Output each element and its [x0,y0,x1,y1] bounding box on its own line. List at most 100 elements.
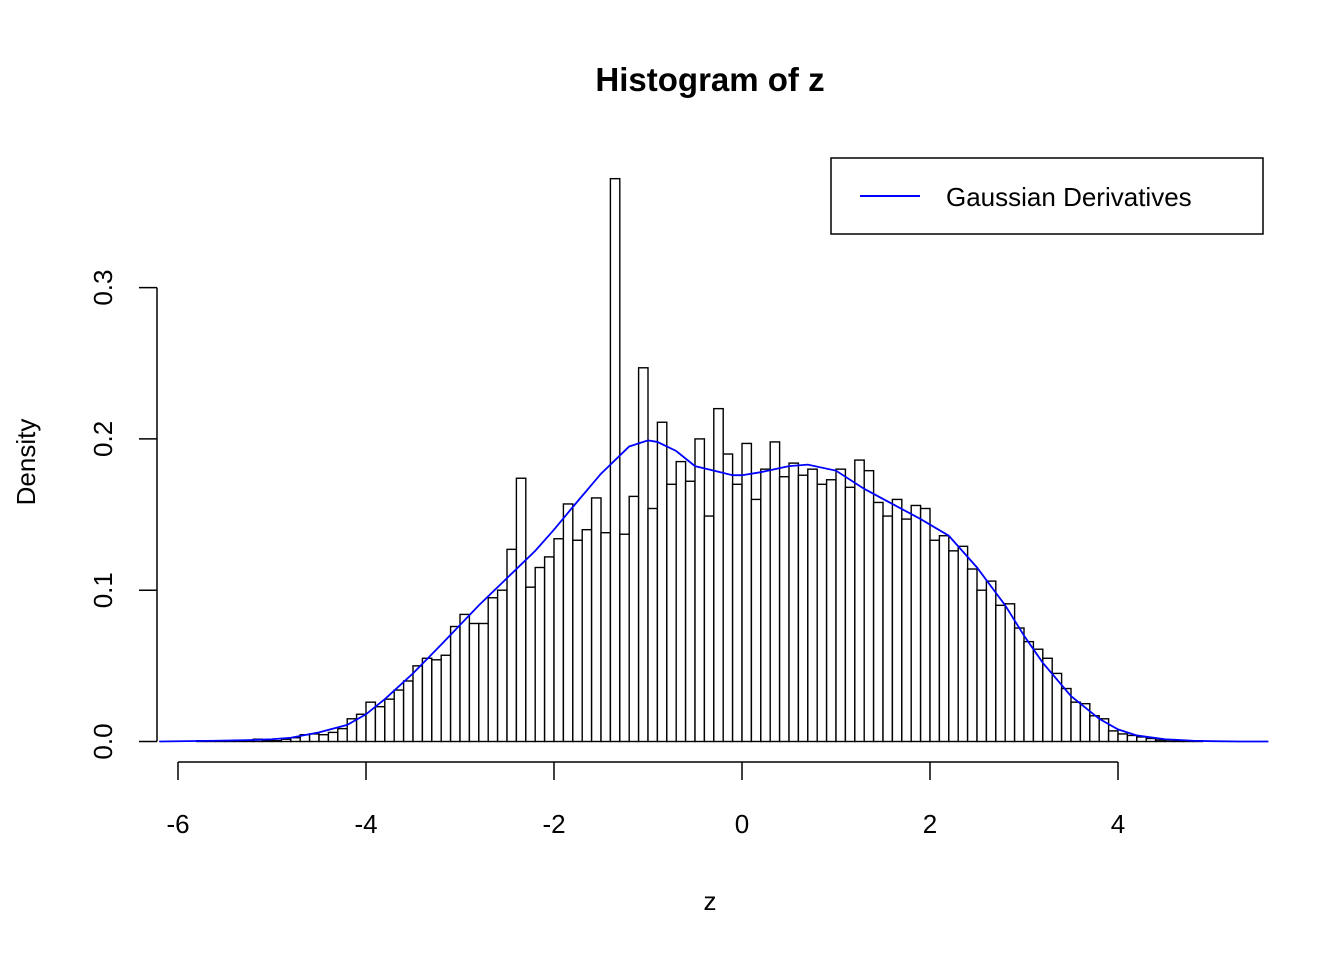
y-axis: 0.0 0.1 0.2 0.3 [88,270,158,760]
histogram-bar [741,442,753,743]
histogram-bar [835,468,847,743]
histogram-bar [478,622,489,743]
histogram-bar [863,469,875,743]
chart-title: Histogram of z [595,61,824,98]
x-tick-label: 2 [923,809,937,839]
histogram-bar [318,733,330,743]
histogram-bar [449,625,461,743]
histogram-bar [675,460,687,743]
histogram-bar [562,503,574,743]
density-curve-layer [159,439,1269,743]
histogram-bar [271,740,283,743]
histogram-bar [769,441,781,743]
histogram-bar [506,548,518,743]
histogram-bar [750,498,762,743]
histogram-bar [647,507,659,743]
histogram-bar [1098,718,1110,743]
y-tick-label: 0.0 [88,723,118,759]
histogram-bar [882,515,894,743]
histogram-bar [487,597,499,743]
histogram-bar [1089,715,1100,743]
histogram-bar [374,706,386,743]
histogram-bar [1013,627,1025,743]
histogram-bar [402,680,414,743]
histogram-bar [600,532,612,743]
histogram-bar [327,731,339,743]
y-tick-label: 0.1 [88,572,118,608]
legend-label: Gaussian Derivatives [946,182,1192,212]
histogram-bar [543,556,555,743]
x-axis-label: z [704,886,717,916]
histogram-bar [684,480,696,743]
x-tick-label: -2 [542,809,565,839]
histogram-bar [496,589,508,743]
histogram-bar [468,622,480,743]
histogram-bar [901,518,912,743]
histogram-bar [854,459,865,743]
histogram-bar [553,538,565,743]
histogram-bar [412,665,424,743]
x-tick-label: -4 [354,809,377,839]
histogram-bar [337,727,348,743]
histogram-bar [966,568,978,743]
histogram-bar [713,407,724,743]
histogram-bar [1060,687,1072,743]
histogram-bar [440,654,452,743]
histogram-bar [825,479,837,743]
histogram-bar [280,738,292,743]
y-tick-label: 0.2 [88,421,118,457]
histogram-bar [1032,648,1044,743]
histogram-bar [731,483,743,743]
legend: Gaussian Derivatives [830,157,1264,235]
y-tick-label: 0.3 [88,270,118,306]
x-tick-label: 4 [1111,809,1125,839]
histogram-bar [919,507,931,743]
histogram-bar [261,739,273,743]
histogram-bar [525,586,536,743]
histogram-bar [797,474,809,743]
histogram-bar [308,733,320,743]
histogram-bar [421,657,433,743]
histogram-bar [637,367,649,743]
histogram-bar [929,539,941,743]
histogram-bar [694,438,706,743]
histogram-bar [590,497,602,743]
histogram-bar [1107,730,1119,743]
y-axis-label: Density [11,419,41,506]
histogram-bar [910,504,922,743]
histogram-bar [431,659,442,743]
histogram-bar [459,613,471,743]
histogram-bar [1004,603,1016,743]
histogram-bar [760,468,771,743]
histogram-bar [778,476,790,743]
histogram-bar [1117,733,1129,743]
histogram-bar [1126,734,1138,743]
histogram-bar [703,515,715,743]
histogram-bar [722,453,734,743]
histogram-bar [938,535,950,743]
histogram-bar [844,486,856,743]
histogram-bar [957,545,969,743]
histogram-bar [581,528,593,743]
histogram-bar [534,566,546,743]
histogram-bar [1154,739,1166,743]
histogram-bar [393,689,405,743]
histogram-bar [816,483,828,743]
histogram-bar [515,477,527,743]
histogram-bar [572,539,583,743]
histogram-bar [891,498,903,743]
histogram-bar [807,468,818,743]
histogram-bar [384,698,395,743]
histogram-bars [196,177,1204,743]
histogram-bar [985,580,997,743]
histogram-bar [995,604,1006,743]
x-tick-label: 0 [735,809,749,839]
histogram-bar [788,462,800,743]
histogram-bar [628,495,640,743]
x-tick-label: -6 [166,809,189,839]
histogram-bar [976,589,988,743]
histogram-bar [666,483,677,743]
histogram-bar [1136,736,1147,743]
histogram-bar [656,421,668,743]
